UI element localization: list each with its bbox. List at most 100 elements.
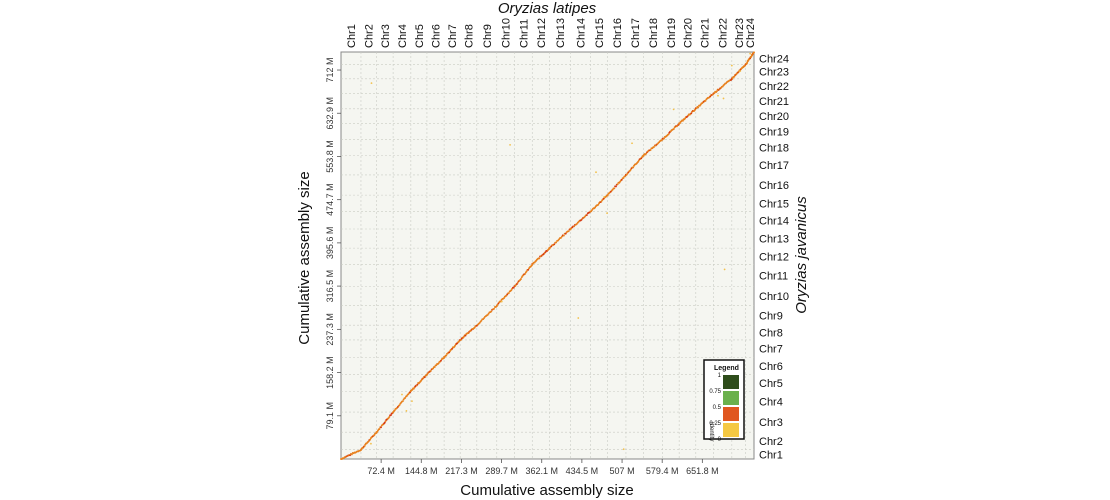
alignment-point [480,319,483,322]
y-axis-title: Cumulative assembly size [296,171,313,344]
off-diagonal-point [595,171,597,174]
off-diagonal-point [622,448,625,451]
alignment-point [525,270,528,273]
alignment-point [398,404,401,406]
alignment-point [440,359,442,362]
alignment-point [445,354,448,357]
top-chromosome-label: Chr23 [734,18,746,48]
alignment-point [663,137,665,140]
top-chromosome-label: Chr4 [397,24,409,48]
legend-subtitle: Identity [708,422,714,441]
legend-swatch [723,391,739,405]
right-chromosome-label: Chr24 [759,53,789,65]
alignment-point [632,166,635,169]
right-chromosome-label: Chr11 [759,270,788,282]
right-chromosome-label: Chr21 [759,96,789,108]
alignment-point [704,99,707,102]
alignment-point [527,268,530,271]
top-chromosome-label: Chr24 [745,18,757,48]
alignment-point [369,438,372,441]
top-chromosome-label: Chr1 [346,24,358,48]
alignment-point [464,334,467,337]
x-tick-label: 289.7 M [485,466,518,476]
y-tick-label: 237.3 M [325,313,335,346]
legend-swatch [723,423,739,437]
alignment-point [429,369,432,372]
alignment-point [401,400,404,403]
off-diagonal-point [631,142,633,145]
top-chromosome-label: Chr5 [414,24,426,48]
off-diagonal-point [606,212,608,215]
top-chromosome-label: Chr9 [482,24,494,48]
off-diagonal-point [730,64,733,67]
alignment-point [653,145,655,148]
legend-title: Legend [714,365,739,372]
top-chromosome-labels: Chr1 Chr2 Chr3 Chr4 Chr5 Chr6 Chr7 Chr8 Chr9 Chr1… [346,18,757,48]
right-chromosome-label: Chr14 [759,215,789,227]
alignment-point [467,332,470,335]
legend-swatch [723,407,739,421]
off-diagonal-point [370,82,373,85]
top-chromosome-label: Chr18 [648,18,660,48]
right-chromosome-label: Chr18 [759,142,789,154]
alignment-point [564,232,567,235]
alignment-point [753,51,755,54]
top-chromosome-label: Chr12 [536,18,548,48]
off-diagonal-point [401,393,403,396]
grid-lines [341,52,754,459]
alignment-point [388,415,391,418]
alignment-point [512,286,515,289]
x-tick-label: 217.3 M [445,466,478,476]
right-chromosome-label: Chr5 [759,378,783,390]
alignment-point [490,310,493,313]
off-diagonal-point [739,70,742,73]
y-tick-label: 79.1 M [325,402,335,430]
alignment-point [349,454,352,457]
alignment-point [606,194,609,197]
y-tick-label: 712 M [325,58,335,83]
off-diagonal-point [500,300,503,303]
off-diagonal-point [405,410,408,412]
off-diagonal-point [723,268,726,271]
alignment-point [615,185,617,188]
alignment-point [733,75,736,78]
top-chromosome-label: Chr10 [501,18,513,48]
x-tick-label: 507 M [610,466,635,476]
right-chromosome-label: Chr4 [759,397,783,409]
off-diagonal-point [411,400,413,402]
top-chromosome-label: Chr16 [612,18,624,48]
alignment-point [597,203,600,206]
alignment-point [713,92,716,95]
x-tick-label: 362.1 M [525,466,558,476]
alignment-point [389,414,392,417]
right-chromosome-label: Chr16 [759,180,789,192]
x-tick-label: 651.8 M [686,466,719,476]
alignment-point [380,426,382,429]
alignment-point [524,272,526,275]
right-chromosome-label: Chr7 [759,344,783,356]
legend-tick-label: 0 [718,437,722,443]
alignment-point [645,152,648,155]
alignment-point [746,61,749,64]
alignment-point [731,77,734,80]
top-chromosome-label: Chr15 [594,18,606,48]
top-chromosome-label: Chr6 [431,24,443,48]
right-species-title: Oryzias javanicus [793,196,810,314]
right-chromosome-label: Chr10 [759,291,789,303]
alignment-point [507,292,510,294]
right-chromosome-label: Chr20 [759,111,789,123]
alignment-point [383,421,386,424]
alignment-point [616,183,619,186]
legend-swatch [723,375,739,389]
top-chromosome-label: Chr21 [700,18,712,48]
y-tick-label: 632.9 M [325,97,335,130]
off-diagonal-point [722,97,725,100]
legend-tick-label: 0.5 [713,405,722,411]
right-chromosome-label: Chr6 [759,361,783,373]
top-chromosome-label: Chr13 [555,18,567,48]
off-diagonal-point [577,317,580,319]
off-diagonal-point [749,52,752,55]
alignment-point [538,257,541,260]
x-tick-label: 72.4 M [367,466,395,476]
